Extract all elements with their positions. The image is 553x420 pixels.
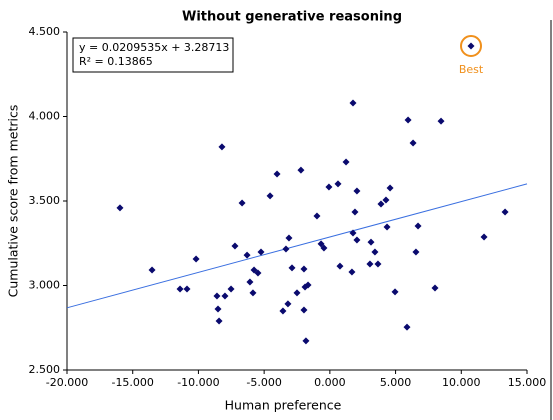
- point: [288, 264, 296, 272]
- point: [300, 306, 308, 314]
- point: [266, 192, 274, 200]
- point: [231, 242, 239, 250]
- point: [409, 139, 417, 147]
- best-highlight: [460, 35, 483, 58]
- point: [467, 42, 475, 50]
- point: [218, 143, 226, 151]
- equation: y = 0.0209535x + 3.28713: [79, 41, 229, 54]
- point: [116, 204, 124, 212]
- point: [382, 196, 390, 204]
- point: [431, 284, 439, 292]
- x-tick-label: -10.000: [177, 376, 219, 389]
- point: [284, 300, 292, 308]
- point: [366, 260, 374, 268]
- point: [148, 266, 156, 274]
- x-tick-label: 0.000: [314, 376, 346, 389]
- point: [374, 260, 382, 268]
- chart-title: Without generative reasoning: [182, 10, 402, 25]
- x-tick-label: -20.000: [46, 376, 88, 389]
- point: [377, 200, 385, 208]
- point: [313, 212, 321, 220]
- point: [391, 288, 399, 296]
- point: [501, 208, 509, 216]
- point: [403, 323, 411, 331]
- y-tick-label: 3.000: [29, 279, 61, 292]
- point: [349, 99, 357, 107]
- point: [243, 251, 251, 259]
- y-tick-label: 4.000: [29, 110, 61, 123]
- point: [383, 223, 391, 231]
- point: [336, 262, 344, 270]
- x-tick-label: 10.000: [442, 376, 481, 389]
- point: [215, 317, 223, 325]
- point: [297, 166, 305, 174]
- y-tick-label: 4.500: [29, 25, 61, 38]
- point: [192, 255, 200, 263]
- equation-box: [72, 37, 234, 73]
- y-axis-label: Cumulative score from metrics: [6, 105, 21, 298]
- point: [221, 292, 229, 300]
- point: [348, 268, 356, 276]
- point: [404, 116, 412, 124]
- point: [386, 184, 394, 192]
- x-axis-label: Human preference: [225, 398, 342, 413]
- trendline: [66, 183, 528, 309]
- point: [349, 229, 357, 237]
- point: [414, 222, 422, 230]
- point: [213, 292, 221, 300]
- x-tick-label: -15.000: [111, 376, 153, 389]
- point: [238, 199, 246, 207]
- point: [325, 183, 333, 191]
- y-tick-label: 3.500: [29, 194, 61, 207]
- best-label: Best: [459, 63, 484, 76]
- x-tick-label: -5.000: [246, 376, 281, 389]
- point: [293, 289, 301, 297]
- x-tick-label: 15.000: [508, 376, 547, 389]
- point: [273, 170, 281, 178]
- point: [412, 248, 420, 256]
- point: [437, 117, 445, 125]
- point: [342, 158, 350, 166]
- point: [334, 180, 342, 188]
- point: [480, 233, 488, 241]
- r-squared: R² = 0.13865: [79, 55, 153, 68]
- point: [353, 236, 361, 244]
- point: [254, 269, 262, 277]
- point: [227, 285, 235, 293]
- point: [300, 265, 308, 273]
- point: [371, 248, 379, 256]
- point: [302, 337, 310, 345]
- point: [320, 244, 328, 252]
- point: [285, 234, 293, 242]
- x-tick-label: 5.000: [380, 376, 412, 389]
- point: [351, 208, 359, 216]
- point: [304, 281, 312, 289]
- point: [367, 238, 375, 246]
- point: [279, 307, 287, 315]
- point: [282, 245, 290, 253]
- point: [183, 285, 191, 293]
- point: [176, 285, 184, 293]
- point: [353, 187, 361, 195]
- point: [214, 305, 222, 313]
- point: [257, 248, 265, 256]
- point: [246, 278, 254, 286]
- point: [249, 289, 257, 297]
- y-tick-label: 2.500: [29, 363, 61, 376]
